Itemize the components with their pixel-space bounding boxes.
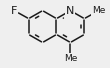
- Text: F: F: [11, 6, 17, 16]
- Text: Me: Me: [64, 54, 77, 63]
- Text: N: N: [66, 6, 75, 16]
- Text: Me: Me: [92, 6, 105, 15]
